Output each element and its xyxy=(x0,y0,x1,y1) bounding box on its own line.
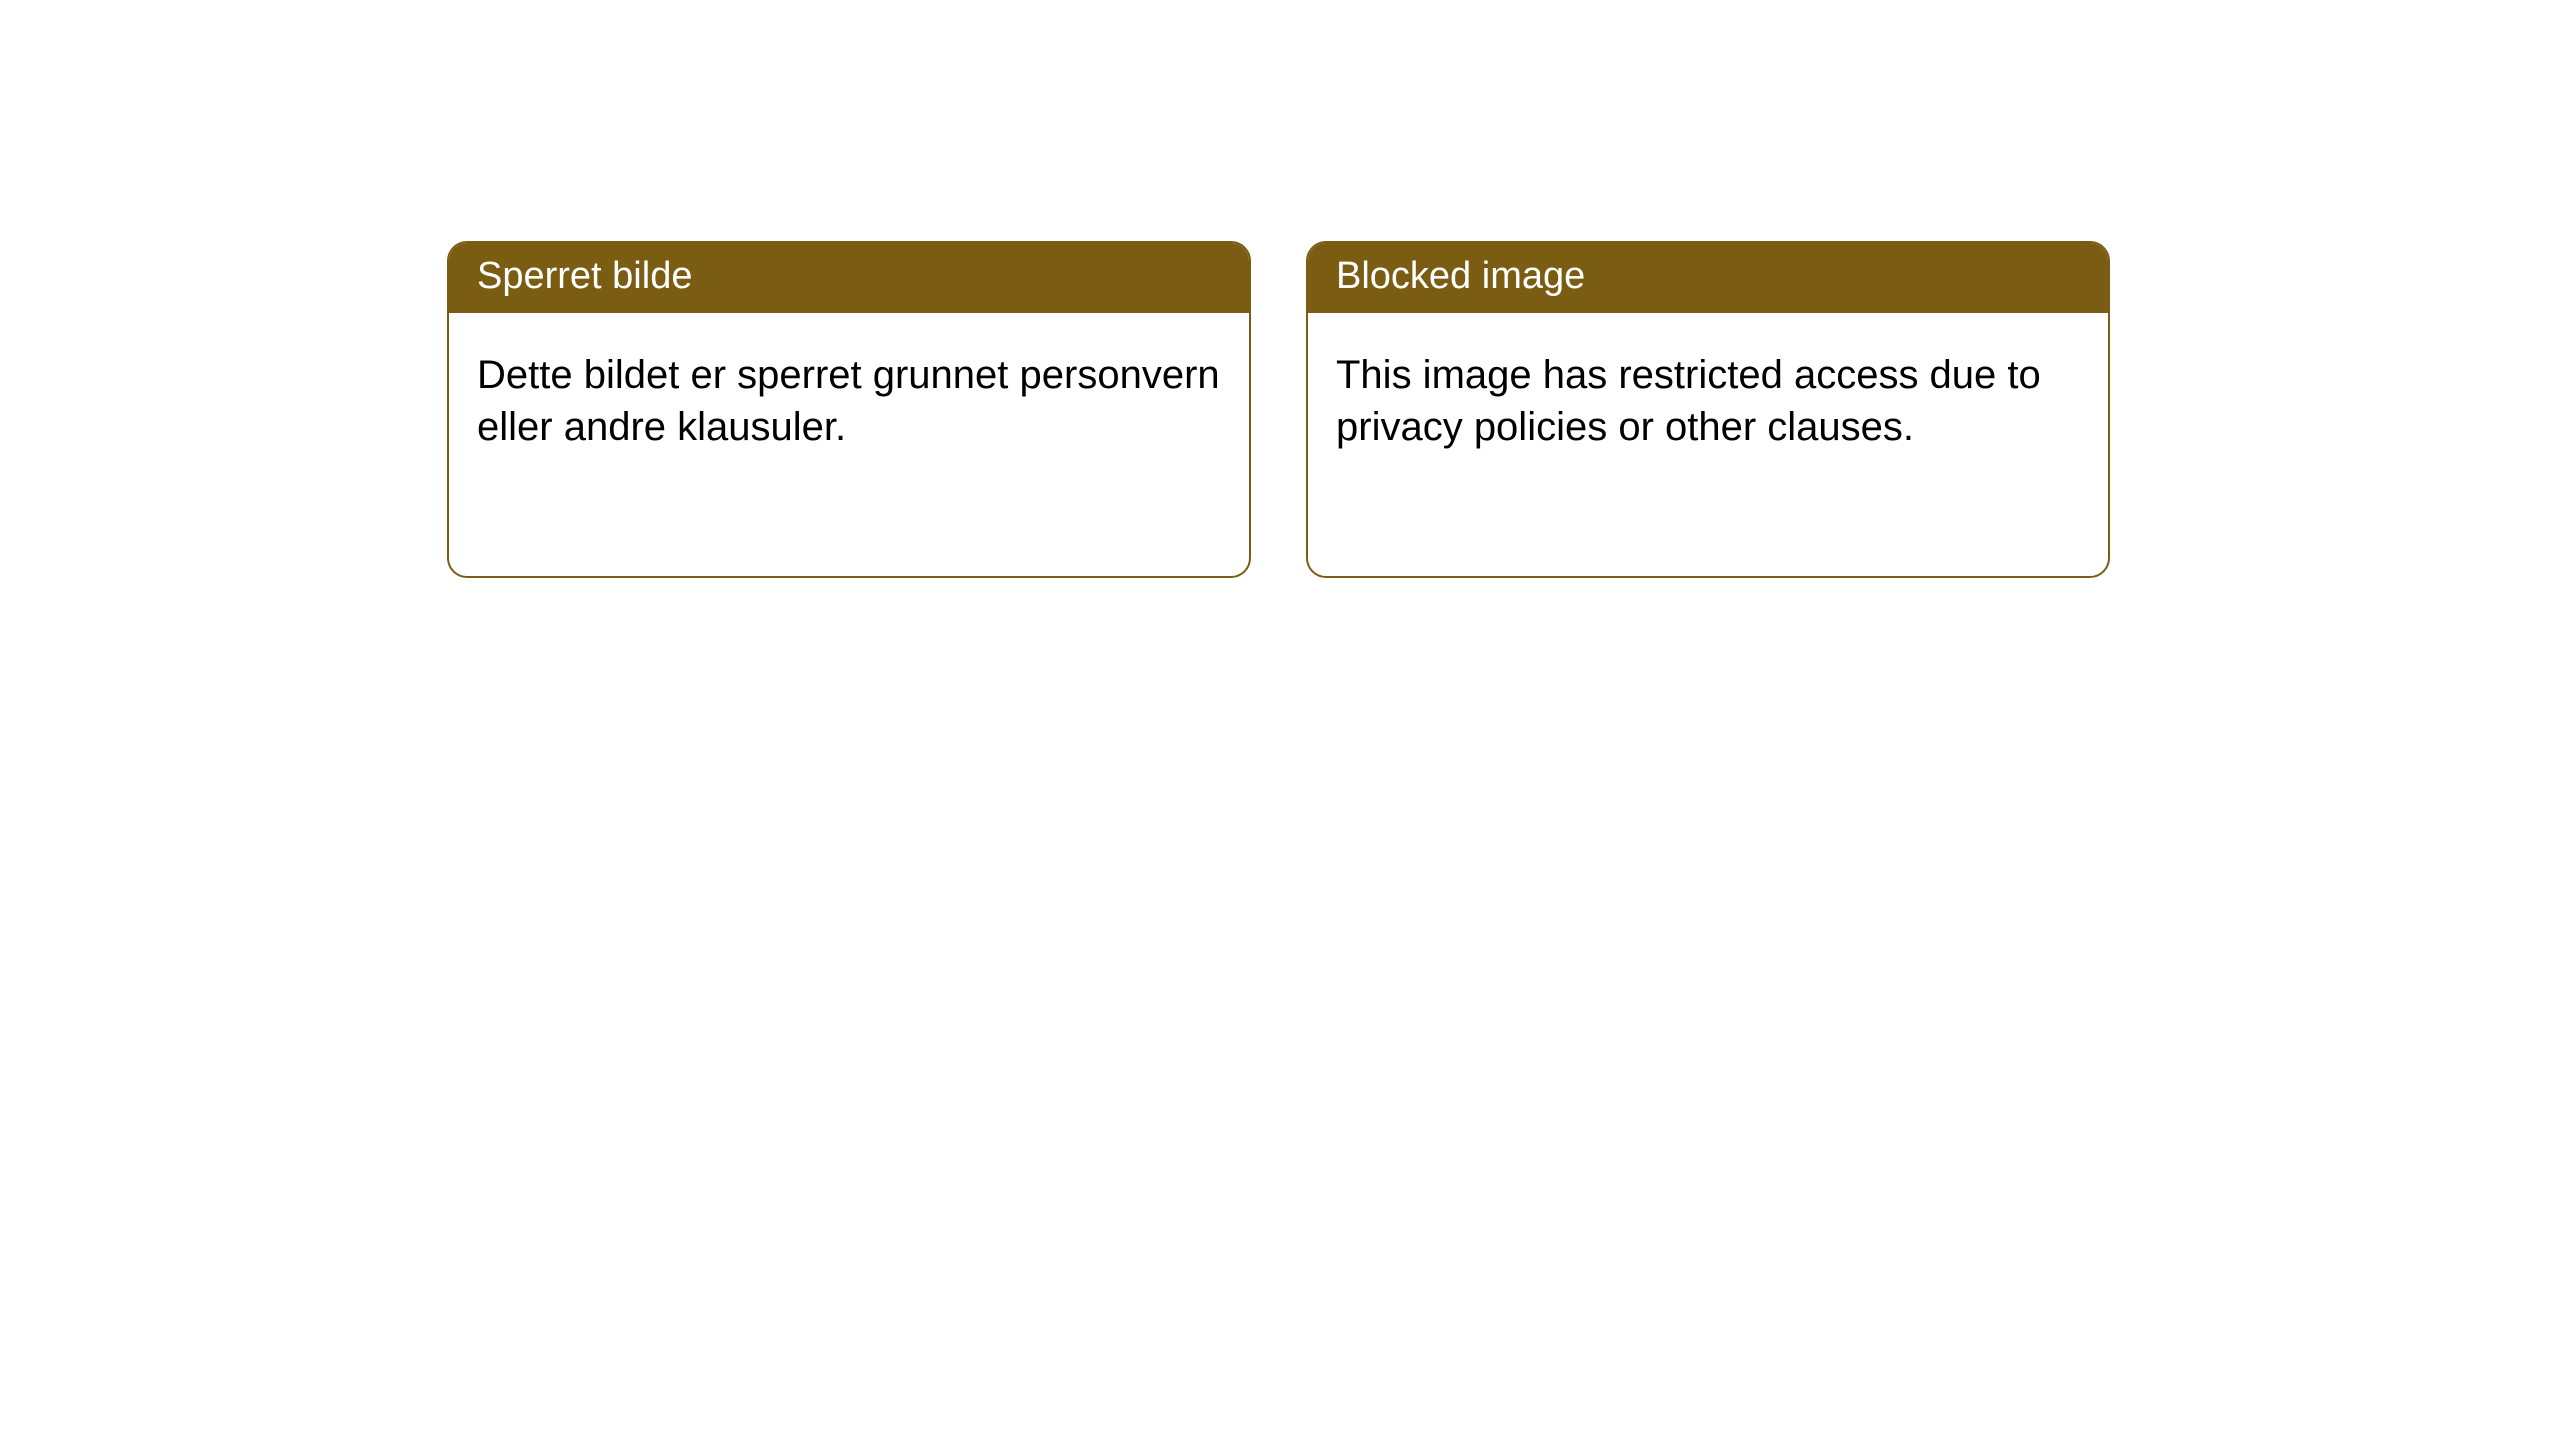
notice-container: Sperret bilde Dette bildet er sperret gr… xyxy=(447,241,2110,578)
notice-card-english: Blocked image This image has restricted … xyxy=(1306,241,2110,578)
notice-body: Dette bildet er sperret grunnet personve… xyxy=(449,313,1249,481)
notice-header: Sperret bilde xyxy=(449,243,1249,313)
notice-card-norwegian: Sperret bilde Dette bildet er sperret gr… xyxy=(447,241,1251,578)
notice-header: Blocked image xyxy=(1308,243,2108,313)
notice-body: This image has restricted access due to … xyxy=(1308,313,2108,481)
